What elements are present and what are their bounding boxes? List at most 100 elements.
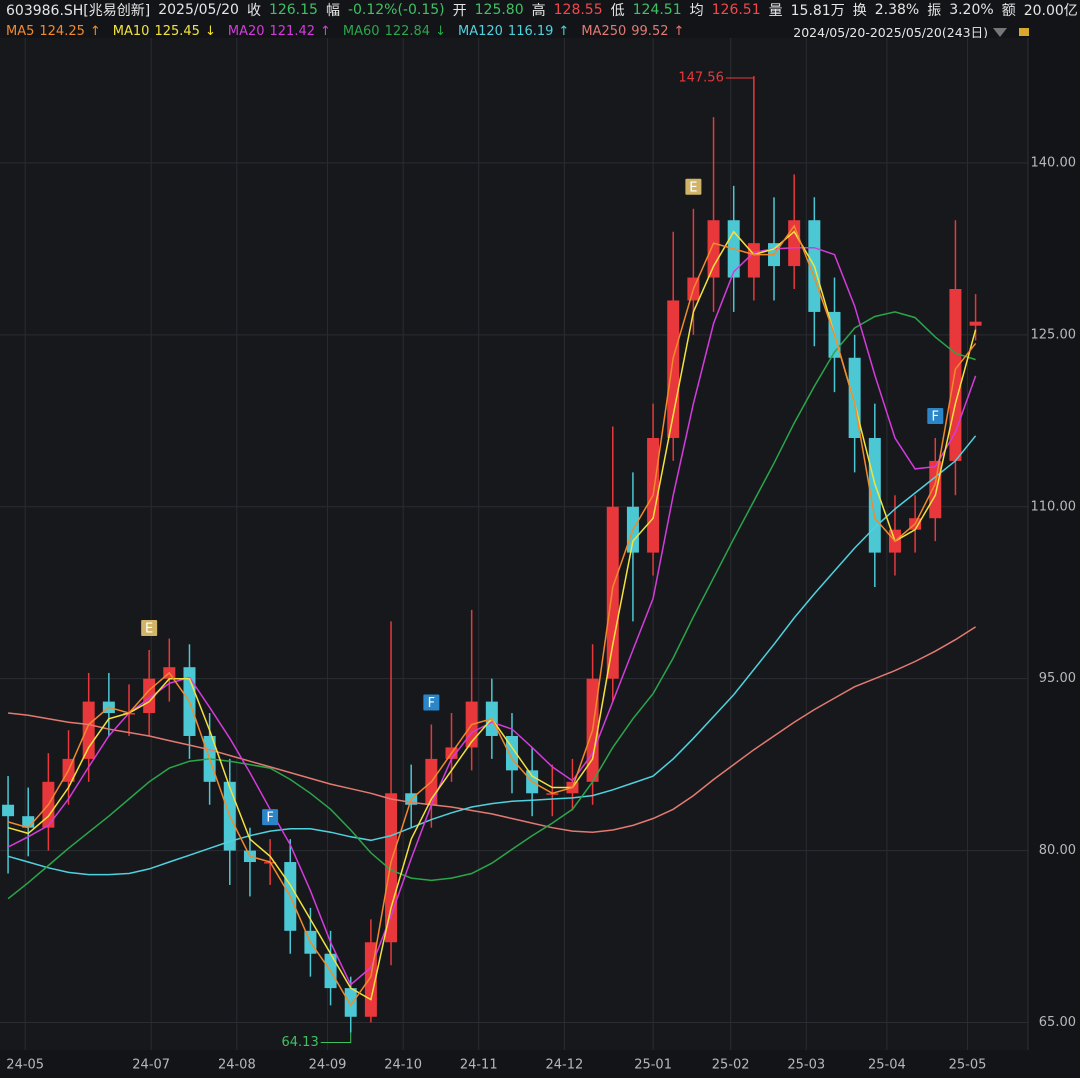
legend-value: 125.45 [154, 23, 200, 39]
event-label: F [932, 409, 939, 424]
x-tick-label: 24-11 [460, 1058, 498, 1073]
x-tick-label: 25-05 [949, 1058, 987, 1073]
quote-label: 高 [531, 3, 546, 19]
candle-body [707, 220, 720, 278]
candle-body [82, 701, 95, 759]
legend-trend: ↑ [89, 23, 101, 39]
y-tick-label: 140.00 [1031, 155, 1077, 170]
y-tick-label: 125.00 [1031, 327, 1077, 342]
legend-value: 116.19 [507, 23, 554, 39]
y-tick-label: 80.00 [1039, 843, 1076, 858]
legend-name: MA20 [227, 23, 265, 39]
min-arrow [320, 1032, 352, 1043]
x-tick-label: 24-12 [546, 1058, 584, 1073]
legend-value: 99.52 [631, 23, 669, 39]
candle-body [344, 988, 357, 1017]
legend-entry[interactable]: MA250 99.52 ↑ [581, 24, 684, 39]
legend-entry[interactable]: MA5 124.25 ↑ [6, 24, 101, 39]
quote-label: 振 [927, 3, 942, 19]
x-tick-label: 25-01 [634, 1058, 672, 1073]
legend-name: MA250 [581, 23, 627, 39]
candle-body [2, 804, 15, 817]
y-tick-label: 95.00 [1039, 671, 1076, 686]
x-tick-label: 24-10 [384, 1058, 422, 1073]
event-badge [927, 407, 944, 424]
x-tick-label: 24-05 [6, 1058, 44, 1073]
stock-title: 603986.SH[兆易创新] [6, 3, 151, 19]
legend-name: MA5 [6, 23, 35, 39]
quote-value: 15.81万 [790, 3, 845, 19]
quote-value: 124.51 [632, 2, 682, 18]
x-tick-label: 24-09 [309, 1058, 347, 1073]
event-badge [423, 694, 440, 711]
quote-value: 20.00亿 [1023, 3, 1078, 19]
legend-trend: ↓ [435, 23, 446, 39]
event-label: E [145, 622, 153, 637]
candle-body [22, 816, 35, 828]
legend-entry[interactable]: MA10 125.45 ↓ [113, 24, 216, 39]
quote-label: 均 [689, 3, 704, 19]
quote-value: 3.20% [949, 2, 994, 18]
quote-value: -0.12%(-0.15) [347, 2, 445, 18]
quote-label: 量 [768, 3, 783, 19]
plot-area [0, 38, 1028, 1050]
lock-icon[interactable] [1019, 28, 1029, 36]
legend-name: MA60 [342, 23, 380, 39]
legend-name: MA10 [112, 23, 150, 39]
legend-trend: ↓ [204, 23, 216, 39]
event-label: F [428, 696, 435, 711]
legend-trend: ↑ [320, 23, 331, 39]
max-arrow [725, 76, 755, 79]
event-label: F [266, 811, 273, 826]
y-tick-label: 110.00 [1031, 499, 1077, 514]
legend-value: 122.84 [384, 23, 431, 39]
x-tick-label: 25-04 [868, 1058, 906, 1073]
event-label: E [689, 180, 697, 195]
ma-line [7, 246, 977, 986]
quote-value: 2.38% [874, 2, 920, 18]
legend-value: 121.42 [269, 23, 316, 39]
x-tick-label: 24-07 [132, 1058, 170, 1073]
candle-body [667, 300, 680, 438]
legend-entry[interactable]: MA60 122.84 ↓ [343, 24, 446, 39]
dropdown-icon[interactable] [993, 28, 1007, 37]
legend: MA5 124.25 ↑ MA10 125.45 ↓ MA20 121.42 ↑ MA60 122.… [6, 22, 684, 40]
legend-trend: ↑ [558, 23, 570, 39]
candle-body [747, 243, 760, 278]
candle-body [969, 321, 982, 326]
candle-body [606, 506, 619, 679]
min-label: 64.13 [282, 1035, 319, 1050]
legend-entry[interactable]: MA120 116.19 ↑ [458, 24, 569, 39]
max-label: 147.56 [678, 71, 724, 86]
event-badge [141, 620, 158, 637]
candle-body [929, 460, 942, 519]
x-tick-label: 25-02 [712, 1058, 750, 1073]
quote-value: 126.15 [268, 2, 318, 18]
legend-trend: ↑ [673, 23, 685, 39]
candle-body [949, 288, 962, 461]
ma-line [7, 224, 977, 1007]
candle-body [385, 793, 398, 943]
ma-line [7, 435, 977, 876]
x-tick-label: 24-08 [218, 1058, 256, 1073]
y-tick-label: 65.00 [1039, 1015, 1076, 1030]
event-badge [685, 178, 702, 195]
event-badge [262, 809, 279, 826]
quote-label: 收 [246, 3, 261, 19]
quote-label: 幅 [325, 3, 340, 19]
ma-line [8, 626, 977, 833]
quote-header: 603986.SH[兆易创新] 2025/05/20 收 126.15 幅 -0.12… [6, 0, 1078, 20]
legend-value: 124.25 [39, 23, 85, 39]
quote-value: 126.51 [711, 2, 761, 18]
legend-name: MA120 [457, 23, 503, 39]
quote-label: 低 [610, 3, 625, 19]
quote-label: 额 [1001, 3, 1016, 19]
x-tick-label: 25-03 [787, 1058, 825, 1073]
quote-label: 换 [852, 3, 867, 19]
legend-entry[interactable]: MA20 121.42 ↑ [228, 24, 331, 39]
quote-label: 开 [452, 3, 467, 19]
quote-date: 2025/05/20 [158, 2, 239, 18]
quote-value: 125.80 [474, 2, 524, 18]
